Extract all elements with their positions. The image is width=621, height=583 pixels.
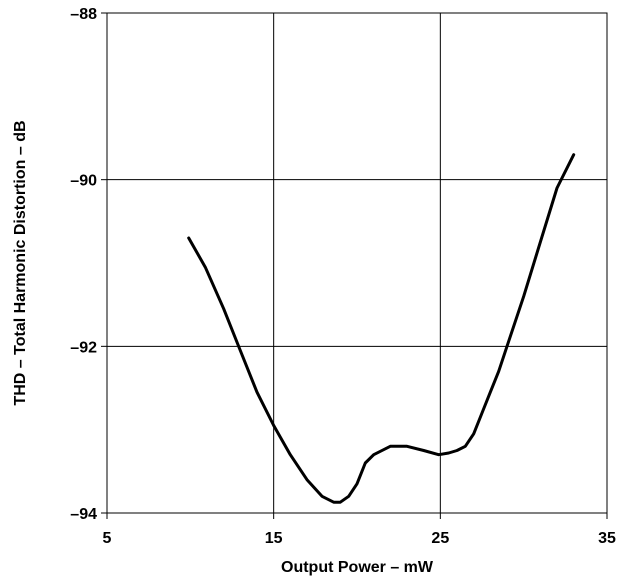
tick-marks bbox=[101, 12, 608, 519]
x-tick-label: 25 bbox=[431, 530, 449, 547]
plot-area-frame bbox=[106, 12, 608, 514]
y-tick-label: –94 bbox=[70, 506, 97, 523]
x-tick-label: 5 bbox=[103, 530, 112, 547]
x-tick-label: 35 bbox=[598, 530, 616, 547]
y-tick-label: –92 bbox=[70, 339, 97, 356]
y-tick-labels: –88 –90 –92 –94 bbox=[70, 6, 97, 523]
grid-lines bbox=[107, 13, 607, 513]
x-axis-title: Output Power – mW bbox=[281, 559, 434, 576]
x-tick-label: 15 bbox=[265, 530, 283, 547]
y-tick-label: –90 bbox=[70, 173, 97, 190]
x-tick-labels: 5 15 25 35 bbox=[103, 530, 616, 547]
y-tick-label: –88 bbox=[70, 6, 97, 23]
thd-curve bbox=[187, 153, 576, 504]
y-axis-title: THD – Total Harmonic Distortion – dB bbox=[12, 120, 29, 405]
